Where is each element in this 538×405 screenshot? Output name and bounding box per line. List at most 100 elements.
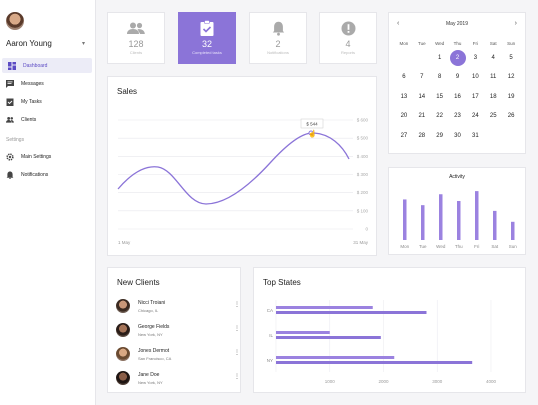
sidebar-item-label: Dashboard (23, 62, 48, 69)
calendar-weekday: Fri (472, 40, 478, 46)
dashboard-icon (8, 61, 16, 70)
calendar-day[interactable]: 29 (436, 132, 443, 139)
calendar-day[interactable]: 15 (436, 93, 443, 100)
sidebar-item-dashboard[interactable]: Dashboard (2, 58, 92, 73)
sidebar: Aaron Young ▾ Dashboard Messages My Task… (0, 0, 96, 405)
x-tick-label: Wed (436, 244, 446, 249)
calendar-day[interactable]: 8 (437, 74, 442, 81)
state-bar (276, 336, 381, 339)
list-item[interactable]: Jones Dermot San Francisco, CA ⋮ (116, 346, 240, 366)
calendar-day[interactable]: 13 (400, 93, 408, 100)
list-item[interactable]: George Fields New York, NY ⋮ (116, 322, 240, 342)
calendar-day[interactable]: 11 (490, 74, 497, 81)
calendar-day[interactable]: 27 (400, 132, 408, 139)
cursor-hand-icon: ☝ (308, 131, 317, 138)
user-name[interactable]: Aaron Young (6, 39, 52, 48)
state-bar (276, 361, 473, 364)
more-vertical-icon[interactable]: ⋮ (234, 350, 240, 356)
calendar-weekday: Thu (453, 40, 462, 46)
calendar-day[interactable]: 4 (491, 54, 495, 61)
client-location: Chicago, IL (138, 308, 159, 313)
avatar (116, 347, 130, 361)
avatar (116, 323, 130, 337)
sidebar-item-label: Main Settings (21, 153, 52, 160)
x-tick-label: 3000 (432, 379, 443, 384)
state-bar (276, 311, 427, 314)
chevron-left-icon[interactable]: ‹ (397, 20, 400, 27)
list-item[interactable]: Nicci Troiani Chicago, IL ⋮ (116, 298, 240, 318)
activity-chart: Mon Tue Wed Thu Fri Sat Sun (400, 191, 517, 249)
calendar-day[interactable]: 31 (472, 132, 479, 139)
calendar-day[interactable]: 23 (454, 113, 461, 120)
calendar-day[interactable]: 24 (472, 113, 479, 120)
stat-card-notifications[interactable]: 2 Notifications (249, 12, 307, 64)
calendar-day[interactable]: 18 (489, 93, 497, 100)
sidebar-item-label: Messages (21, 80, 44, 87)
calendar-day[interactable]: 2 (449, 49, 467, 66)
calendar-day[interactable]: 16 (454, 93, 461, 100)
sales-point-marker[interactable] (308, 130, 314, 136)
activity-card: Activity Mon Tue Wed Thu Fri Sat Sun (388, 167, 526, 255)
sales-line (117, 132, 350, 205)
activity-bar (421, 205, 425, 240)
client-name: George Fields (138, 324, 170, 330)
calendar-day[interactable]: 14 (418, 93, 426, 100)
x-tick-label: Thu (455, 244, 463, 249)
stat-label: Completed tasks (192, 50, 222, 55)
y-tick-label: $ 600 (357, 118, 369, 123)
calendar-day[interactable]: 26 (507, 113, 515, 120)
list-item[interactable]: Jane Doe New York, NY ⋮ (116, 370, 240, 390)
calendar-day[interactable]: 10 (472, 74, 479, 81)
x-tick-label: 2000 (378, 379, 389, 384)
x-tick-label: Sat (491, 244, 499, 249)
sidebar-item-notifications[interactable]: Notifications (0, 167, 96, 182)
sidebar-item-label: Notifications (21, 171, 49, 178)
calendar-day[interactable]: 5 (509, 54, 513, 61)
card-title: Top States (263, 278, 301, 287)
stat-value: 128 (128, 39, 144, 49)
calendar-day[interactable]: 28 (418, 132, 426, 139)
calendar-day[interactable]: 9 (455, 74, 460, 81)
activity-bar (511, 221, 515, 240)
calendar-day[interactable]: 20 (400, 113, 408, 120)
sidebar-item-tasks[interactable]: My Tasks (0, 94, 96, 109)
calendar-day[interactable]: 25 (489, 113, 497, 120)
card-title: Sales (117, 87, 138, 96)
chevron-down-icon[interactable]: ▾ (82, 41, 86, 47)
avatar[interactable] (6, 12, 24, 30)
client-location: New York, NY (138, 332, 163, 337)
calendar-day[interactable]: 19 (507, 93, 515, 100)
stat-card-clients[interactable]: 128 Clients (107, 12, 165, 64)
calendar-day[interactable]: 21 (418, 113, 426, 120)
stat-card-completed-tasks[interactable]: 32 Completed tasks (178, 12, 236, 64)
y-tick-label: IL (269, 333, 273, 338)
calendar-day[interactable]: 3 (473, 54, 478, 61)
calendar-day[interactable]: 17 (472, 93, 479, 100)
stat-card-reports[interactable]: 4 Reports (319, 12, 377, 64)
sidebar-item-main-settings[interactable]: Main Settings (0, 149, 96, 164)
y-tick-label: NY (267, 358, 273, 363)
stat-label: Notifications (267, 50, 289, 55)
x-tick-label: Tue (419, 244, 427, 249)
sidebar-item-clients[interactable]: Clients (0, 112, 96, 127)
y-tick-label: CA (267, 308, 273, 313)
avatar (116, 371, 130, 385)
more-vertical-icon[interactable]: ⋮ (234, 326, 240, 332)
calendar-day[interactable]: 12 (507, 74, 515, 81)
stat-label: Clients (129, 50, 143, 55)
x-tick-label: 1 May (118, 240, 131, 245)
avatar (116, 299, 130, 313)
top-states-chart: 1000 2000 3000 4000 CA IL NY (267, 300, 497, 384)
calendar-day[interactable]: 6 (402, 74, 406, 81)
calendar-day[interactable]: 22 (436, 113, 443, 120)
more-vertical-icon[interactable]: ⋮ (234, 302, 240, 308)
sidebar-item-messages[interactable]: Messages (0, 76, 96, 91)
sidebar-item-label: Clients (21, 116, 37, 123)
calendar-day[interactable]: 30 (454, 132, 461, 139)
activity-bar (457, 201, 461, 240)
more-vertical-icon[interactable]: ⋮ (234, 374, 240, 380)
calendar-day[interactable]: 1 (437, 54, 442, 61)
activity-bar (493, 210, 497, 240)
calendar-day[interactable]: 7 (420, 74, 424, 81)
chevron-right-icon[interactable]: › (514, 20, 517, 27)
